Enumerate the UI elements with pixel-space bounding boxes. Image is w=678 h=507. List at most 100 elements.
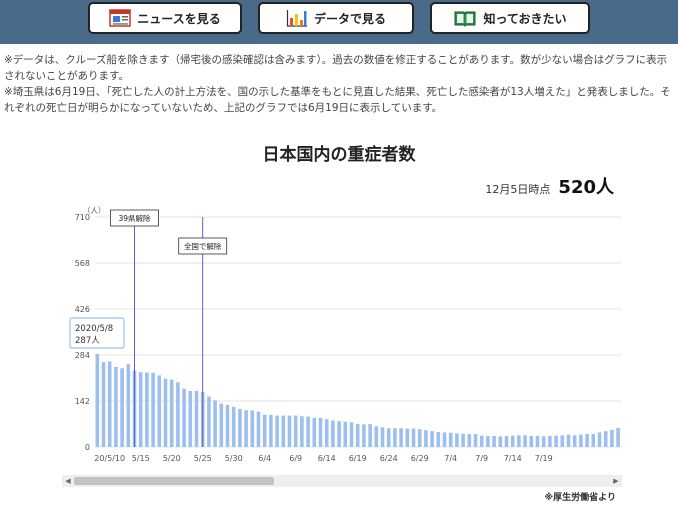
bar xyxy=(436,432,441,447)
x-tick-label: 7/9 xyxy=(475,454,488,463)
x-tick-label: 6/29 xyxy=(411,454,429,463)
x-tick-label: 6/14 xyxy=(318,454,336,463)
know-button[interactable]: 知っておきたい xyxy=(430,2,590,34)
bar xyxy=(424,430,428,447)
annotation-box xyxy=(178,237,228,255)
bar xyxy=(349,422,354,447)
bar xyxy=(306,416,310,447)
bar xyxy=(442,432,447,447)
bar xyxy=(510,435,515,447)
bar xyxy=(194,390,199,447)
bar xyxy=(486,435,490,447)
bar xyxy=(610,429,614,447)
x-tick-label: 7/14 xyxy=(504,454,522,463)
bar xyxy=(293,415,298,447)
y-axis-label: （人） xyxy=(83,206,106,215)
bar xyxy=(213,400,217,447)
bar xyxy=(207,396,211,447)
x-tick-label: 5/25 xyxy=(194,454,212,463)
bar xyxy=(535,435,540,447)
bar xyxy=(120,368,124,447)
y-tick-label: 568 xyxy=(75,259,90,268)
note-saitama: ※埼玉県は6月19日、「死亡した人の計上方法を、国の示した基準をもとに見直した結… xyxy=(4,86,671,114)
source-note: ※厚生労働省より xyxy=(544,493,616,503)
y-tick-label: 710 xyxy=(75,213,90,222)
bar xyxy=(399,428,403,447)
bar xyxy=(467,434,472,447)
annotation-label: 39県解除 xyxy=(118,213,151,223)
bar xyxy=(138,372,143,447)
bar xyxy=(151,372,155,447)
bar xyxy=(548,435,552,447)
bar-chart: 0 142 284 426 568 710（人） 20/5/10 5/15 5/20 5/25 5/… xyxy=(69,206,622,463)
bar xyxy=(479,435,484,447)
bar xyxy=(157,375,162,447)
bar xyxy=(411,428,416,447)
data-button[interactable]: データで見る xyxy=(258,2,414,34)
news-button-label: ニュースを見る xyxy=(137,11,221,26)
bar xyxy=(176,382,180,447)
chart-scrollbar[interactable]: ◀ ▶ xyxy=(62,475,622,487)
as-of-summary: 12月5日時点 520人 xyxy=(485,173,614,199)
top-nav-bar: ニュースを見る データで見る 知っておきたい xyxy=(0,0,678,44)
bar xyxy=(281,415,286,447)
y-tick-label: 0 xyxy=(85,443,90,452)
bar xyxy=(386,428,391,447)
bar xyxy=(374,426,379,447)
bar xyxy=(331,420,335,447)
bar xyxy=(362,424,366,447)
bar xyxy=(250,410,255,447)
scroll-right-icon[interactable]: ▶ xyxy=(613,477,619,485)
bar xyxy=(126,364,131,447)
bar xyxy=(498,436,503,447)
x-tick-label: 6/4 xyxy=(258,454,271,463)
bar xyxy=(603,431,608,447)
bar xyxy=(300,416,304,447)
bar xyxy=(517,435,521,447)
bar xyxy=(405,428,410,447)
y-tick-label: 426 xyxy=(75,305,90,314)
bar xyxy=(95,354,100,447)
y-tick-label: 284 xyxy=(75,351,90,360)
tooltip-box xyxy=(69,317,125,349)
data-button-label: データで見る xyxy=(313,11,386,26)
as-of-label: 12月5日時点 xyxy=(485,183,551,196)
x-tick-label: 5/15 xyxy=(132,454,150,463)
bar xyxy=(312,417,317,447)
tooltip-value: 287人 xyxy=(75,336,100,346)
notes: ※データは、クルーズ船を除きます（帰宅後の感染確認は含みます）。過去の数値を修正… xyxy=(4,52,672,116)
bar xyxy=(318,417,323,447)
bar xyxy=(219,403,224,447)
book-icon xyxy=(453,9,477,27)
bar xyxy=(572,435,577,447)
x-tick-label: 7/4 xyxy=(444,454,457,463)
bar xyxy=(107,361,112,447)
bar xyxy=(145,372,149,447)
annotation-box xyxy=(110,209,159,227)
scroll-left-icon[interactable]: ◀ xyxy=(65,477,71,485)
bar xyxy=(455,433,459,447)
bar xyxy=(337,421,341,447)
bar xyxy=(523,435,527,447)
bar xyxy=(238,408,242,447)
bar xyxy=(529,435,534,447)
bar xyxy=(461,433,465,447)
bar xyxy=(597,432,602,447)
bar xyxy=(343,421,348,447)
bar xyxy=(616,427,620,447)
bar xyxy=(256,411,261,447)
bar xyxy=(541,436,546,447)
bar xyxy=(554,435,558,447)
bar xyxy=(473,434,478,447)
bar xyxy=(269,414,273,447)
bar xyxy=(430,431,434,447)
bar xyxy=(504,435,509,447)
bar xyxy=(585,434,589,447)
bar xyxy=(244,410,248,447)
x-tick-label: 5/20 xyxy=(163,454,181,463)
scroll-thumb[interactable] xyxy=(74,477,274,485)
news-button[interactable]: ニュースを見る xyxy=(88,2,242,34)
news-icon xyxy=(109,9,132,27)
bar xyxy=(368,424,372,447)
x-tick-label: 5/30 xyxy=(225,454,243,463)
